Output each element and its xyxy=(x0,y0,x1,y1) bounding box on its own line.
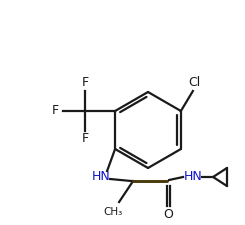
Text: HN: HN xyxy=(184,171,202,184)
Text: F: F xyxy=(82,133,89,146)
Text: CH₃: CH₃ xyxy=(103,207,123,217)
Text: HN: HN xyxy=(92,171,110,184)
Text: Cl: Cl xyxy=(188,76,200,88)
Text: F: F xyxy=(82,76,89,90)
Text: O: O xyxy=(163,207,173,220)
Text: F: F xyxy=(51,104,59,117)
